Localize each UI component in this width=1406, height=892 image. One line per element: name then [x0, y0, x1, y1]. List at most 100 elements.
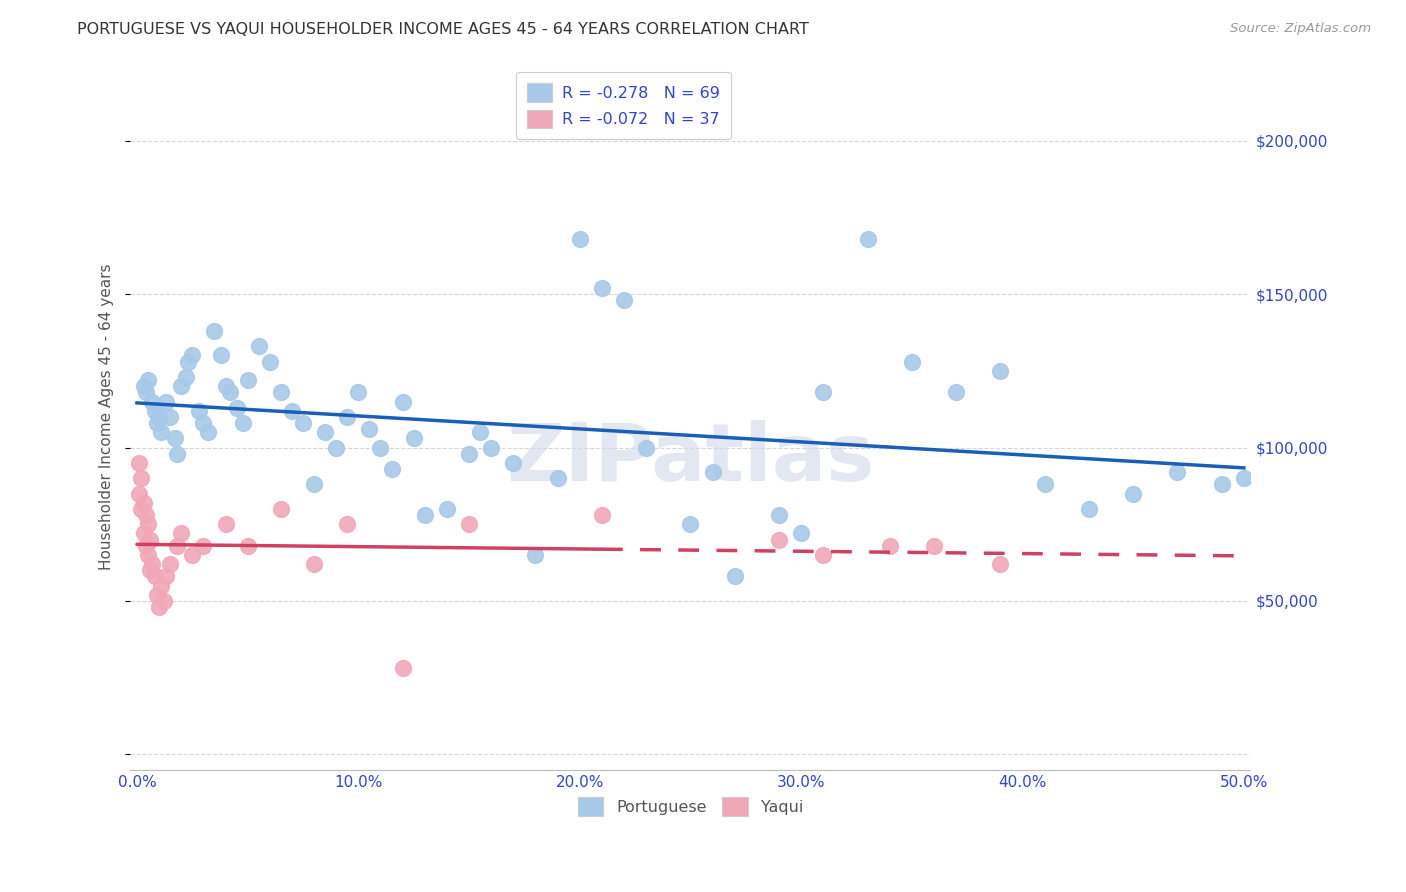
Point: [181, 548, 204, 562]
Point: [148, 409, 170, 424]
Point: [502, 456, 524, 470]
Point: [702, 465, 724, 479]
Point: [568, 232, 591, 246]
Point: [214, 379, 236, 393]
Point: [900, 354, 922, 368]
Point: [1233, 471, 1256, 485]
Point: [325, 441, 347, 455]
Point: [197, 425, 219, 440]
Point: [259, 354, 281, 368]
Point: [359, 422, 381, 436]
Point: [402, 431, 425, 445]
Point: [139, 563, 162, 577]
Point: [790, 526, 813, 541]
Point: [159, 409, 181, 424]
Text: PORTUGUESE VS YAQUI HOUSEHOLDER INCOME AGES 45 - 64 YEARS CORRELATION CHART: PORTUGUESE VS YAQUI HOUSEHOLDER INCOME A…: [77, 22, 810, 37]
Point: [922, 539, 945, 553]
Point: [1122, 486, 1144, 500]
Point: [302, 557, 325, 571]
Point: [219, 385, 242, 400]
Point: [163, 431, 186, 445]
Point: [170, 379, 193, 393]
Point: [236, 373, 259, 387]
Point: [336, 409, 359, 424]
Point: [141, 394, 163, 409]
Point: [281, 403, 304, 417]
Point: [204, 324, 226, 338]
Point: [214, 517, 236, 532]
Point: [136, 517, 159, 532]
Point: [458, 447, 481, 461]
Point: [135, 385, 157, 400]
Point: [1033, 477, 1056, 491]
Point: [468, 425, 491, 440]
Point: [613, 293, 636, 308]
Point: [188, 403, 211, 417]
Point: [636, 441, 658, 455]
Text: ZIPatlas: ZIPatlas: [506, 420, 875, 499]
Point: [136, 373, 159, 387]
Point: [856, 232, 879, 246]
Point: [292, 416, 315, 430]
Point: [143, 569, 166, 583]
Legend: Portuguese, Yaqui: Portuguese, Yaqui: [568, 788, 813, 825]
Point: [166, 447, 188, 461]
Point: [181, 349, 204, 363]
Point: [131, 502, 153, 516]
Point: [143, 403, 166, 417]
Point: [547, 471, 569, 485]
Point: [270, 385, 292, 400]
Point: [128, 456, 150, 470]
Point: [391, 394, 413, 409]
Point: [813, 548, 835, 562]
Point: [813, 385, 835, 400]
Point: [132, 496, 155, 510]
Point: [135, 508, 157, 522]
Point: [174, 370, 197, 384]
Point: [524, 548, 547, 562]
Point: [148, 600, 170, 615]
Point: [1077, 502, 1099, 516]
Point: [1166, 465, 1188, 479]
Point: [591, 508, 613, 522]
Point: [988, 557, 1011, 571]
Point: [209, 349, 232, 363]
Point: [988, 364, 1011, 378]
Point: [336, 517, 359, 532]
Point: [155, 394, 177, 409]
Point: [135, 539, 157, 553]
Point: [314, 425, 336, 440]
Point: [131, 471, 153, 485]
Point: [132, 379, 155, 393]
Point: [146, 588, 169, 602]
Point: [146, 416, 169, 430]
Point: [768, 533, 790, 547]
Point: [166, 539, 188, 553]
Point: [591, 281, 613, 295]
Point: [458, 517, 481, 532]
Point: [225, 401, 247, 415]
Point: [236, 539, 259, 553]
Point: [152, 594, 174, 608]
Point: [132, 526, 155, 541]
Point: [247, 339, 270, 353]
Point: [302, 477, 325, 491]
Point: [159, 557, 181, 571]
Point: [380, 462, 402, 476]
Point: [436, 502, 458, 516]
Point: [724, 569, 747, 583]
Point: [141, 557, 163, 571]
Y-axis label: Householder Income Ages 45 - 64 years: Householder Income Ages 45 - 64 years: [100, 264, 114, 570]
Point: [155, 569, 177, 583]
Point: [150, 578, 173, 592]
Point: [193, 539, 215, 553]
Point: [768, 508, 790, 522]
Point: [270, 502, 292, 516]
Point: [177, 354, 200, 368]
Point: [479, 441, 502, 455]
Point: [136, 548, 159, 562]
Point: [945, 385, 967, 400]
Point: [879, 539, 901, 553]
Point: [193, 416, 215, 430]
Point: [139, 533, 162, 547]
